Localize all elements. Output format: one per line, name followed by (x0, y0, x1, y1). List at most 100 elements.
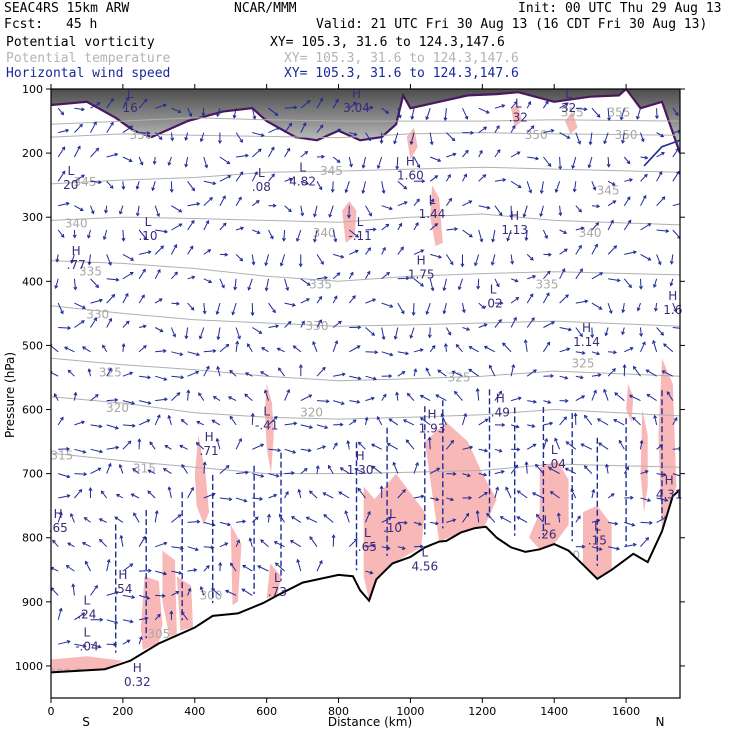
wind-arrowhead-443 (387, 516, 392, 521)
wind-arrowhead-608 (516, 516, 521, 520)
wind-vector-282 (252, 473, 264, 477)
wind-vector-336 (300, 298, 310, 304)
wind-arrowhead-39 (78, 488, 83, 493)
wind-vector-83 (106, 446, 119, 450)
wind-vector-630 (555, 181, 561, 193)
wind-vector-86 (99, 518, 107, 523)
wind-vector-25 (73, 146, 81, 158)
wind-arrowhead-365 (305, 516, 310, 521)
wind-vector-678 (581, 443, 593, 450)
wind-arrowhead-655 (581, 350, 586, 355)
wind-arrowhead-572 (486, 512, 490, 517)
wind-vector-316 (284, 302, 296, 306)
hl-letter-30: H (118, 568, 127, 582)
pv-region-15 (565, 111, 578, 134)
wind-vector-53 (90, 278, 99, 288)
wind-vector-419 (365, 417, 368, 426)
wind-arrowhead-632 (563, 230, 568, 234)
wind-vector-9 (58, 327, 71, 329)
wind-arrowhead-561 (490, 261, 495, 266)
wind-vector-635 (559, 294, 569, 304)
wind-vector-148 (155, 350, 166, 353)
wind-arrowhead-760 (675, 147, 679, 152)
wind-arrowhead-210 (207, 249, 212, 253)
wind-arrowhead-458 (388, 418, 393, 423)
wind-vector-647 (572, 156, 577, 169)
wind-arrowhead-605 (532, 443, 537, 448)
wind-vector-337 (300, 321, 305, 328)
wind-vector-597 (526, 254, 534, 261)
wind-vector-208 (203, 197, 213, 207)
wind-arrowhead-151 (156, 414, 161, 419)
wind-vector-681 (591, 519, 600, 523)
wind-vector-206 (203, 156, 208, 168)
org-label: NCAR/MMM (234, 1, 297, 16)
wind-vector-543 (474, 254, 480, 266)
wind-arrowhead-261 (245, 470, 249, 475)
wind-arrowhead-466 (416, 164, 421, 169)
wind-arrowhead-635 (565, 294, 569, 298)
wind-vector-178 (171, 546, 184, 549)
wind-vector-440 (371, 443, 382, 450)
wind-vector-541 (478, 205, 490, 209)
wind-arrowhead-445 (397, 114, 402, 119)
wind-vector-669 (591, 222, 599, 231)
wind-arrowhead-672 (598, 306, 603, 310)
wind-arrowhead-696 (596, 418, 601, 422)
wind-arrowhead-679 (583, 465, 588, 470)
wind-vector-355 (316, 277, 328, 280)
wind-vector-452 (397, 277, 409, 280)
wind-arrowhead-150 (164, 397, 168, 402)
wind-vector-287 (241, 588, 253, 596)
wind-vector-322 (284, 448, 296, 454)
wind-arrowhead-57 (87, 368, 92, 373)
wind-vector-177 (171, 514, 182, 523)
wind-vector-449 (397, 201, 408, 207)
wind-arrowhead-259 (229, 415, 234, 420)
wind-vector-135 (138, 594, 150, 600)
wind-vector-553 (478, 492, 488, 499)
wind-vector-111 (122, 563, 133, 572)
wind-vector-354 (316, 254, 324, 265)
wind-arrowhead-244 (218, 561, 223, 566)
wind-arrowhead-169 (172, 333, 176, 338)
wind-vector-596 (525, 229, 528, 241)
wind-vector-252 (235, 254, 243, 262)
hl-value-19: -.41 (255, 418, 278, 432)
wind-vector-560 (492, 229, 496, 242)
wind-vector-767 (672, 327, 680, 329)
wind-arrowhead-649 (578, 208, 582, 213)
wind-arrowhead-719 (631, 522, 636, 527)
wind-arrowhead-170 (179, 352, 184, 357)
wind-arrowhead-211 (208, 279, 213, 284)
wind-arrowhead-283 (259, 496, 264, 501)
wind-vector-126 (139, 375, 151, 379)
wind-vector-313 (283, 229, 286, 241)
wind-vector-277 (247, 343, 253, 353)
wind-arrowhead-652 (579, 268, 583, 273)
wind-vector-711 (621, 327, 625, 335)
wind-arrowhead-234 (216, 336, 221, 341)
wind-arrowhead-582 (513, 316, 517, 321)
hl-letter-7: H (406, 154, 415, 168)
wind-vector-736 (640, 470, 649, 475)
wind-vector-753 (654, 415, 658, 426)
wind-arrowhead-710 (621, 309, 626, 314)
wind-arrowhead-587 (516, 447, 521, 452)
wind-arrowhead-619 (546, 341, 551, 346)
wind-arrowhead-354 (320, 261, 324, 265)
wind-arrowhead-35 (73, 391, 78, 396)
wind-arrowhead-522 (463, 173, 467, 178)
wind-vector-404 (345, 510, 350, 523)
wind-vector-721 (636, 108, 641, 120)
wind-arrowhead-677 (583, 414, 588, 419)
wind-vector-312 (284, 205, 292, 212)
wind-arrowhead-622 (549, 421, 554, 426)
wind-arrowhead-77 (111, 293, 116, 298)
wind-vector-175 (163, 468, 172, 475)
theta-label-4: 350 (615, 128, 638, 142)
wind-vector-173 (168, 415, 172, 426)
wind-arrowhead-7 (54, 285, 59, 290)
wind-vector-271 (252, 200, 260, 207)
wind-arrowhead-80 (108, 367, 112, 372)
